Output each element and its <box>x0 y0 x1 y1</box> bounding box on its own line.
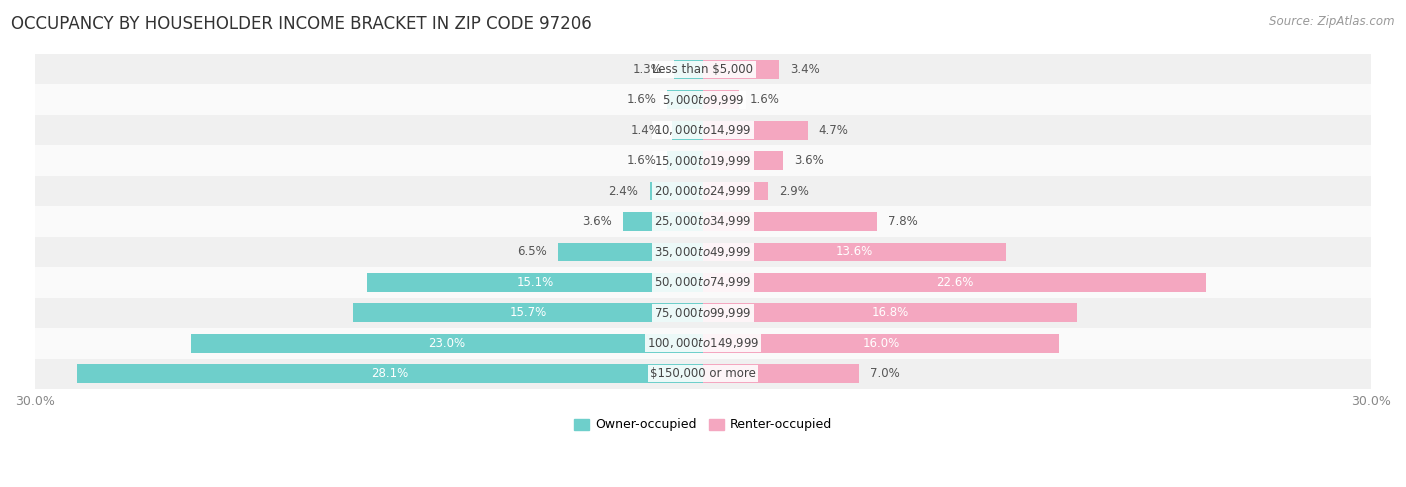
Text: $20,000 to $24,999: $20,000 to $24,999 <box>654 184 752 198</box>
Bar <box>703 121 807 140</box>
Bar <box>35 176 1371 206</box>
Bar <box>35 84 1371 115</box>
Bar <box>35 54 1371 84</box>
Bar <box>703 334 1059 353</box>
Text: Source: ZipAtlas.com: Source: ZipAtlas.com <box>1270 15 1395 28</box>
Bar <box>703 303 1077 322</box>
Bar <box>77 364 703 383</box>
Legend: Owner-occupied, Renter-occupied: Owner-occupied, Renter-occupied <box>568 413 838 436</box>
Bar <box>35 115 1371 145</box>
Text: 13.6%: 13.6% <box>835 245 873 259</box>
Bar <box>668 90 703 109</box>
Bar <box>650 182 703 201</box>
Text: 1.6%: 1.6% <box>626 93 657 106</box>
Bar <box>672 121 703 140</box>
Text: $50,000 to $74,999: $50,000 to $74,999 <box>654 276 752 289</box>
Bar <box>703 273 1206 292</box>
Text: 16.0%: 16.0% <box>862 337 900 350</box>
Bar <box>35 358 1371 389</box>
Bar <box>623 212 703 231</box>
Bar <box>703 60 779 78</box>
Bar <box>703 212 877 231</box>
Bar <box>35 145 1371 176</box>
Text: $75,000 to $99,999: $75,000 to $99,999 <box>654 306 752 320</box>
Text: 15.7%: 15.7% <box>509 306 547 319</box>
Text: 7.0%: 7.0% <box>870 367 900 380</box>
Bar <box>703 182 768 201</box>
Text: 15.1%: 15.1% <box>516 276 554 289</box>
Bar <box>558 243 703 262</box>
Text: 6.5%: 6.5% <box>517 245 547 259</box>
Text: $100,000 to $149,999: $100,000 to $149,999 <box>647 337 759 350</box>
Bar <box>703 151 783 170</box>
Bar <box>353 303 703 322</box>
Text: 3.6%: 3.6% <box>794 154 824 167</box>
Text: 2.9%: 2.9% <box>779 185 808 198</box>
Text: 4.7%: 4.7% <box>818 124 849 137</box>
Text: $5,000 to $9,999: $5,000 to $9,999 <box>662 93 744 107</box>
Bar <box>35 328 1371 358</box>
Text: $35,000 to $49,999: $35,000 to $49,999 <box>654 245 752 259</box>
Text: 22.6%: 22.6% <box>936 276 973 289</box>
Text: $15,000 to $19,999: $15,000 to $19,999 <box>654 153 752 168</box>
Text: $10,000 to $14,999: $10,000 to $14,999 <box>654 123 752 137</box>
Bar <box>668 151 703 170</box>
Bar <box>35 237 1371 267</box>
Text: $150,000 or more: $150,000 or more <box>650 367 756 380</box>
Bar <box>35 298 1371 328</box>
Text: 1.6%: 1.6% <box>626 154 657 167</box>
Text: 3.4%: 3.4% <box>790 63 820 75</box>
Text: 2.4%: 2.4% <box>609 185 638 198</box>
Text: 28.1%: 28.1% <box>371 367 409 380</box>
Text: 16.8%: 16.8% <box>872 306 908 319</box>
Text: $25,000 to $34,999: $25,000 to $34,999 <box>654 214 752 228</box>
Text: Less than $5,000: Less than $5,000 <box>652 63 754 75</box>
Bar <box>35 267 1371 298</box>
Bar <box>191 334 703 353</box>
Bar <box>673 60 703 78</box>
Text: 7.8%: 7.8% <box>887 215 918 228</box>
Bar <box>703 243 1005 262</box>
Text: 1.6%: 1.6% <box>749 93 780 106</box>
Text: 23.0%: 23.0% <box>429 337 465 350</box>
Bar <box>367 273 703 292</box>
Text: 3.6%: 3.6% <box>582 215 612 228</box>
Text: OCCUPANCY BY HOUSEHOLDER INCOME BRACKET IN ZIP CODE 97206: OCCUPANCY BY HOUSEHOLDER INCOME BRACKET … <box>11 15 592 33</box>
Text: 1.4%: 1.4% <box>631 124 661 137</box>
Bar <box>703 364 859 383</box>
Bar <box>35 206 1371 237</box>
Text: 1.3%: 1.3% <box>633 63 662 75</box>
Bar <box>703 90 738 109</box>
